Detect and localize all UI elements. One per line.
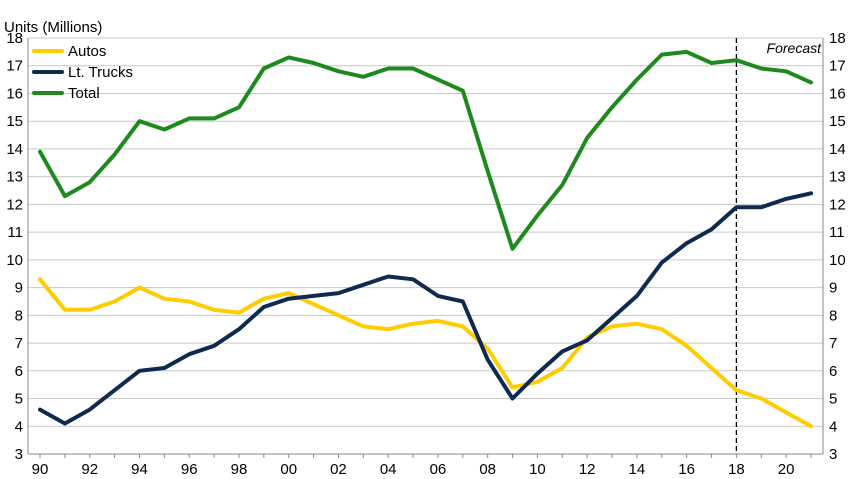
y-tick-label-right: 15 xyxy=(829,113,846,130)
x-tick-label: 04 xyxy=(380,461,397,478)
y-tick-label-left: 13 xyxy=(6,169,23,186)
y-tick-label-right: 7 xyxy=(829,335,837,352)
x-tick-label: 06 xyxy=(430,461,447,478)
legend-label: Autos xyxy=(68,43,106,60)
x-tick-label: 08 xyxy=(479,461,496,478)
y-axis-title: Units (Millions) xyxy=(4,19,102,36)
y-tick-label-right: 18 xyxy=(829,30,846,47)
y-tick-label-right: 13 xyxy=(829,169,846,186)
legend-label: Lt. Trucks xyxy=(68,64,133,81)
x-tick-label: 90 xyxy=(32,461,49,478)
x-tick-label: 20 xyxy=(778,461,795,478)
y-tick-label-right: 17 xyxy=(829,58,846,75)
forecast-annotation: Forecast xyxy=(767,40,823,56)
y-tick-label-right: 16 xyxy=(829,85,846,102)
y-tick-label-left: 11 xyxy=(7,224,23,241)
x-tick-label: 18 xyxy=(728,461,745,478)
series-line-lt-trucks xyxy=(38,191,813,426)
y-tick-label-left: 17 xyxy=(6,58,23,75)
y-tick-label-left: 6 xyxy=(15,363,23,380)
y-tick-label-left: 5 xyxy=(15,391,23,408)
y-axis-right: 3 4 5 6 7 8 9 10 11 12 13 14 15 16 17 18 xyxy=(829,30,846,463)
y-tick-label-left: 8 xyxy=(15,307,23,324)
y-tick-label-left: 4 xyxy=(15,418,23,435)
y-tick-label-left: 3 xyxy=(15,446,23,463)
y-tick-label-left: 16 xyxy=(6,85,23,102)
x-tick-label: 98 xyxy=(231,461,248,478)
legend: Autos Lt. Trucks Total xyxy=(32,43,133,102)
gridlines xyxy=(28,37,823,455)
x-tick-label: 92 xyxy=(81,461,98,478)
x-tick-label: 12 xyxy=(579,461,596,478)
y-tick-label-right: 4 xyxy=(829,418,837,435)
x-tick-label: 10 xyxy=(529,461,546,478)
series-line-autos xyxy=(38,277,813,429)
x-tick-label: 14 xyxy=(629,461,646,478)
y-tick-label-right: 6 xyxy=(829,363,837,380)
y-tick-label-right: 9 xyxy=(829,280,837,297)
y-tick-label-left: 12 xyxy=(6,196,23,213)
y-tick-label-right: 8 xyxy=(829,307,837,324)
y-tick-label-right: 12 xyxy=(829,196,846,213)
x-tick-label: 16 xyxy=(678,461,695,478)
y-tick-label-left: 18 xyxy=(6,30,23,47)
x-axis: 90 92 94 96 98 00 02 04 06 08 10 12 14 16 18 20 xyxy=(27,38,824,478)
y-tick-label-left: 15 xyxy=(6,113,23,130)
y-tick-label-right: 14 xyxy=(829,141,846,158)
y-tick-label-right: 3 xyxy=(829,446,837,463)
legend-label: Total xyxy=(68,85,100,102)
x-tick-label: 02 xyxy=(330,461,347,478)
y-tick-label-left: 7 xyxy=(15,335,23,352)
y-tick-label-right: 5 xyxy=(829,391,837,408)
y-tick-label-left: 10 xyxy=(6,252,23,269)
series-lines xyxy=(38,49,813,429)
series-line-total xyxy=(38,49,813,251)
x-tick-label: 00 xyxy=(280,461,297,478)
y-tick-label-right: 10 xyxy=(829,252,846,269)
y-tick-label-left: 14 xyxy=(6,141,23,158)
x-tick-label: 94 xyxy=(131,461,148,478)
y-axis-left: 3 4 5 6 7 8 9 10 11 12 13 14 15 16 17 18 xyxy=(6,30,23,463)
y-tick-label-right: 11 xyxy=(829,224,845,241)
y-tick-label-left: 9 xyxy=(15,280,23,297)
x-tick-label: 96 xyxy=(181,461,198,478)
